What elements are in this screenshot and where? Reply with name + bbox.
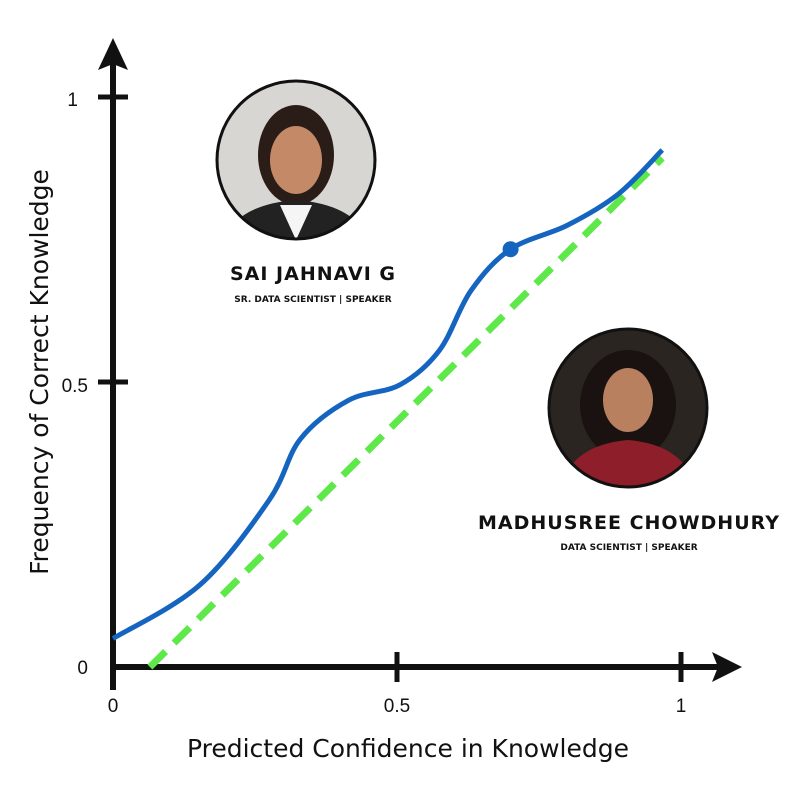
y-axis-arrow-icon [98,38,128,70]
x-tick-label: 0.5 [384,696,410,717]
speaker-name: SAI JAHNAVI G [230,263,396,285]
speaker-name: MADHUSREE CHOWDHURY [478,512,780,534]
speaker-card: MADHUSREE CHOWDHURY DATA SCIENTIST | SPE… [478,327,780,553]
speaker-card: SAI JAHNAVI G SR. DATA SCIENTIST | SPEAK… [215,79,396,305]
x-tick-label: 1 [676,696,687,717]
speaker-role: SR. DATA SCIENTIST | SPEAKER [234,295,391,305]
y-tick-label: 1 [67,90,78,111]
x-tick-label: 0 [108,696,119,717]
series-layer [111,148,665,670]
perfect-calibration-line [147,155,665,670]
speaker-role: DATA SCIENTIST | SPEAKER [560,543,697,553]
highlight-point [502,241,519,258]
x-axis-arrow-icon [712,652,742,682]
calibration-curve [111,148,665,641]
portrait-photo [550,330,706,486]
x-axis-label: Predicted Confidence in Knowledge [187,734,629,763]
y-tick-label: 0 [77,658,88,679]
axes: 0 0.5 1 0 0.5 1 Predicted Confidence in … [25,38,742,763]
y-axis-label: Frequency of Correct Knowledge [25,169,54,575]
y-tick-label: 0.5 [62,376,88,397]
